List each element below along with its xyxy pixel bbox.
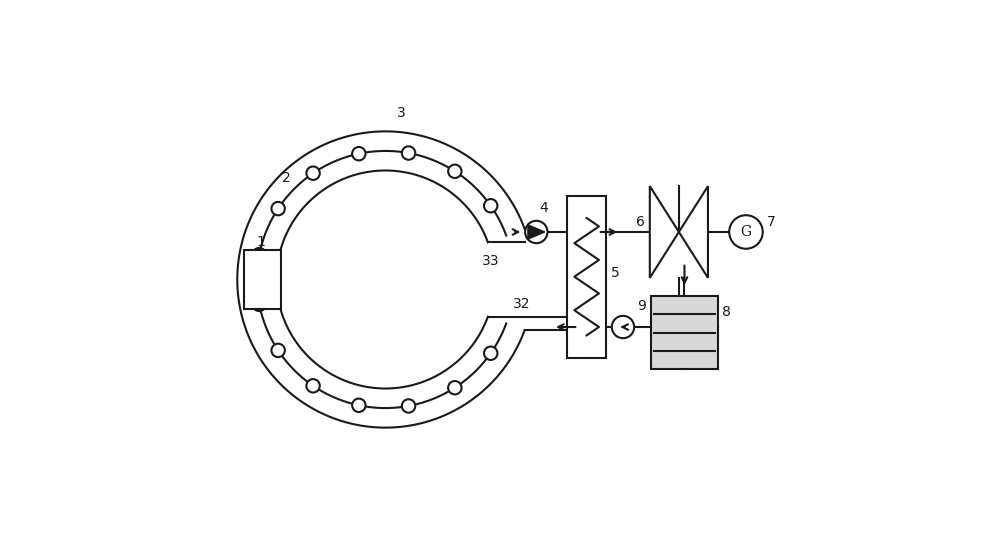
Circle shape xyxy=(306,379,320,392)
Polygon shape xyxy=(650,186,679,278)
Circle shape xyxy=(402,146,415,160)
Circle shape xyxy=(448,381,462,395)
Circle shape xyxy=(306,167,320,180)
Circle shape xyxy=(352,147,366,160)
Circle shape xyxy=(612,316,634,338)
Polygon shape xyxy=(528,225,545,239)
Circle shape xyxy=(253,248,266,262)
Circle shape xyxy=(729,215,763,249)
Circle shape xyxy=(271,202,285,215)
Text: 5: 5 xyxy=(611,266,619,280)
Text: 32: 32 xyxy=(513,297,531,311)
Polygon shape xyxy=(679,186,708,278)
Circle shape xyxy=(352,399,366,412)
Circle shape xyxy=(402,399,415,413)
Text: 4: 4 xyxy=(539,201,548,215)
Circle shape xyxy=(484,347,497,360)
Text: G: G xyxy=(740,225,752,239)
Text: 9: 9 xyxy=(637,299,646,313)
Bar xyxy=(567,196,606,358)
Text: 2: 2 xyxy=(282,170,291,184)
Circle shape xyxy=(484,199,497,212)
Circle shape xyxy=(448,164,462,178)
Text: 33: 33 xyxy=(482,254,500,268)
Text: 6: 6 xyxy=(636,215,645,229)
Text: 8: 8 xyxy=(722,305,731,319)
Text: 1: 1 xyxy=(257,235,266,249)
Circle shape xyxy=(253,297,266,311)
Bar xyxy=(244,250,281,309)
Text: 7: 7 xyxy=(767,215,776,229)
Circle shape xyxy=(525,221,548,243)
Text: 3: 3 xyxy=(397,106,405,120)
Circle shape xyxy=(271,344,285,357)
Bar xyxy=(651,296,718,369)
